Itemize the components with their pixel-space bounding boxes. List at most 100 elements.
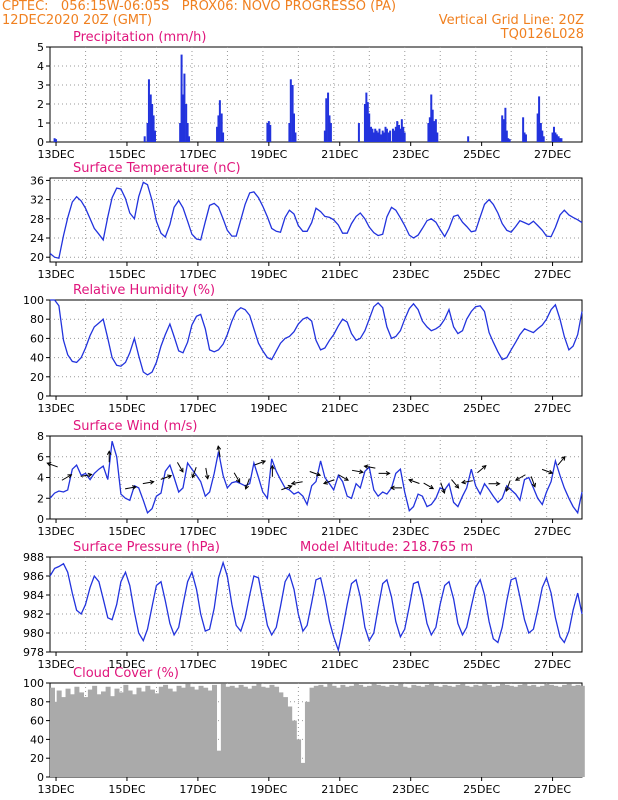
panel1-bar-72 — [504, 107, 507, 142]
panel1-bar-53 — [391, 128, 394, 142]
panel3-ytick-label-0: 0 — [37, 390, 44, 403]
panel6-column-52 — [278, 692, 284, 777]
wind-arrow-13 — [254, 459, 267, 466]
panel6-column-98 — [482, 683, 488, 777]
panel1-bar-24 — [288, 123, 291, 142]
panel1-bar-46 — [380, 134, 383, 142]
panel6-column-21 — [141, 691, 147, 777]
panel6-column-16 — [118, 692, 124, 777]
wind-arrow-33 — [530, 476, 537, 488]
wind-arrow-32 — [514, 474, 526, 481]
panel1-bar-43 — [375, 130, 378, 142]
panel6-column-84 — [420, 686, 426, 777]
wind-arrow-27 — [451, 479, 460, 489]
panel1-xtick-label-1: 15DEC — [108, 148, 145, 161]
panel6-column-82 — [411, 684, 417, 777]
panel6-column-112 — [544, 683, 550, 777]
panel4-xtick-label-4: 21DEC — [321, 525, 358, 538]
panel6-ytick-label-3: 60 — [30, 715, 44, 728]
panel6-column-1 — [52, 701, 58, 777]
panel5-xtick-label-1: 15DEC — [108, 658, 145, 671]
panel1-bar-88 — [557, 136, 560, 142]
panel4-xtick-label-7: 27DEC — [534, 525, 571, 538]
panel6-title: Cloud Cover (%) — [73, 666, 179, 681]
panel6-column-73 — [371, 683, 377, 777]
panel1-bar-15 — [188, 136, 191, 142]
wind-arrow-7 — [176, 462, 184, 473]
panel6-column-54 — [287, 706, 293, 777]
panel6-column-46 — [251, 685, 257, 777]
panel1-bar-52 — [389, 130, 392, 142]
panel1-bar-90 — [560, 138, 563, 142]
panel1-bar-44 — [377, 132, 380, 142]
panel2-xtick-label-6: 25DEC — [463, 268, 500, 281]
panel6-column-88 — [437, 686, 443, 777]
panel3-xtick-label-0: 13DEC — [37, 402, 74, 415]
panel5-ytick-label-1: 980 — [23, 627, 44, 640]
panel1-bar-34 — [357, 123, 360, 142]
panel6-column-117 — [566, 683, 572, 777]
panel1-bar-12 — [183, 73, 186, 142]
panel6-column-8 — [83, 697, 89, 777]
panel1-bar-8 — [153, 130, 156, 142]
panel6-xtick-label-1: 15DEC — [108, 783, 145, 796]
panel5-line — [49, 560, 583, 653]
panel5-ytick-label-5: 988 — [23, 551, 44, 564]
panel1-frame — [49, 46, 583, 143]
panel4-line — [49, 441, 583, 515]
panel6-column-27 — [167, 688, 173, 777]
panel6-column-19 — [132, 694, 138, 777]
wind-arrow-14 — [270, 464, 275, 477]
panel2-xtick-label-2: 17DEC — [179, 268, 216, 281]
panel6-column-51 — [274, 686, 280, 777]
panel1-bar-45 — [378, 128, 381, 142]
panel6-column-69 — [353, 683, 359, 777]
panel1-bar-49 — [384, 126, 387, 142]
panel6-column-91 — [451, 686, 457, 777]
panel1-bar-10 — [180, 54, 183, 142]
header-grid-line: Vertical Grid Line: 20Z — [438, 13, 584, 28]
panel4-xtick-label-3: 19DEC — [250, 525, 287, 538]
panel1-bar-65 — [431, 109, 434, 142]
panel6-column-110 — [535, 686, 541, 777]
panel4-ytick-label-1: 2 — [37, 492, 44, 505]
panel1-bar-62 — [427, 123, 430, 142]
panel5-subtitle: Model Altitude: 218.765 m — [300, 540, 473, 555]
panel6-column-85 — [424, 684, 430, 777]
panel3-ytick-label-3: 60 — [30, 332, 44, 345]
panel6-column-115 — [557, 686, 563, 777]
panel1-bar-68 — [436, 132, 439, 142]
panel1-bar-54 — [393, 130, 396, 142]
panel1-bar-83 — [542, 136, 545, 142]
panel1-bar-63 — [428, 117, 431, 142]
panel6-column-62 — [322, 686, 328, 777]
panel2-line — [49, 181, 583, 259]
panel3-xtick-label-7: 27DEC — [534, 402, 571, 415]
panel6-column-108 — [526, 685, 532, 777]
panel1-bar-87 — [555, 134, 558, 142]
panel6-column-41 — [229, 685, 235, 777]
panel6-column-22 — [145, 685, 151, 777]
panel1-xtick-label-0: 13DEC — [37, 148, 74, 161]
panel5-xtick-label-2: 17DEC — [179, 658, 216, 671]
panel6-column-24 — [154, 693, 160, 777]
panel6-ytick-label-5: 100 — [23, 677, 44, 690]
panel1-bar-47 — [381, 130, 384, 142]
panel5-xtick-label-6: 25DEC — [463, 658, 500, 671]
panel2-xtick-label-5: 23DEC — [392, 268, 429, 281]
panel6-column-37 — [212, 684, 218, 777]
panel3-xtick-label-5: 23DEC — [392, 402, 429, 415]
panel1-bar-77 — [523, 132, 526, 142]
panel1-bar-81 — [539, 123, 542, 142]
panel1-ytick-label-2: 2 — [37, 98, 44, 111]
panel3-xtick-label-2: 17DEC — [179, 402, 216, 415]
panel1-bar-75 — [508, 139, 511, 142]
panel6-column-25 — [158, 686, 164, 777]
panel1-bar-35 — [363, 104, 366, 142]
panel6-column-39 — [220, 683, 226, 777]
panel3-ytick-label-2: 40 — [30, 352, 44, 365]
panel6-column-58 — [304, 701, 310, 777]
panel1-bar-56 — [396, 121, 399, 142]
wind-arrow-10 — [216, 445, 222, 458]
wind-arrow-35 — [557, 455, 566, 466]
